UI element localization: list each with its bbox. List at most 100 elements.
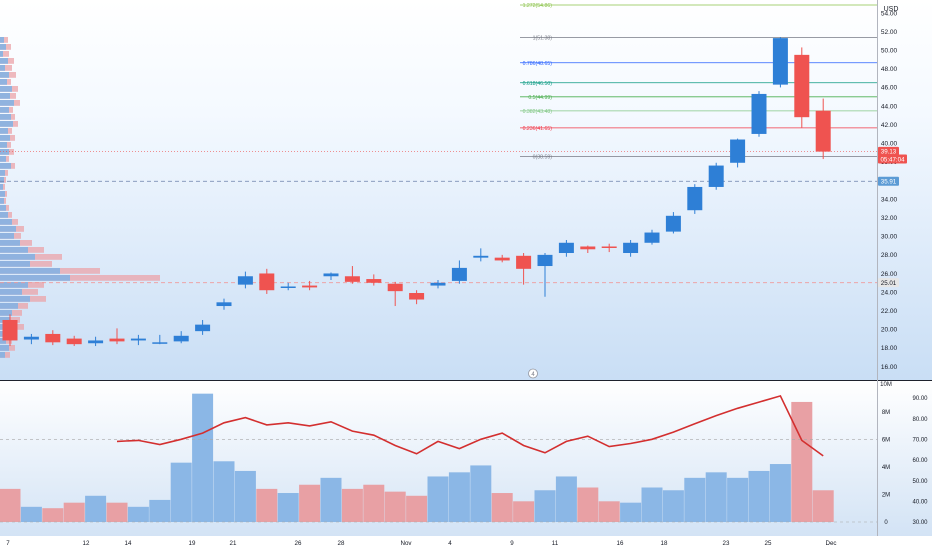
- rsi-tick-label: 70.00: [912, 438, 928, 444]
- volume-profile-row-buy: [0, 163, 11, 169]
- price-pane-background: [0, 0, 932, 380]
- volume-profile-row-sell: [0, 51, 9, 57]
- time-tick-label: 7: [6, 540, 10, 547]
- price-tick-label: 24.00: [881, 289, 898, 296]
- volume-profile-row-buy: [0, 37, 4, 43]
- time-tick-label: Dec: [825, 540, 836, 547]
- price-tick-label: 16.00: [881, 364, 898, 371]
- candle-body: [644, 232, 660, 243]
- volume-profile-row-buy: [0, 198, 4, 204]
- volume-profile-row-buy: [0, 226, 16, 232]
- price-tick-label: 54.00: [881, 10, 898, 17]
- pane-marker[interactable]: 4: [528, 368, 538, 379]
- volume-bar: [812, 490, 834, 522]
- candle-body: [66, 338, 82, 345]
- volume-axis[interactable]: 10M 8M 6M 4M 2M 0: [880, 382, 892, 526]
- volume-profile-row-buy: [0, 156, 6, 162]
- volume-profile-row-buy: [0, 184, 3, 190]
- rsi-axis[interactable]: 90.00 80.00 70.00 60.00 50.00 40.00 30.00: [912, 396, 928, 526]
- volume-bar: [791, 401, 813, 522]
- volume-bar: [598, 501, 620, 522]
- fib-level-label: 0.5(44.99): [528, 95, 552, 101]
- volume-profile-row-buy: [0, 191, 5, 197]
- candle-body: [473, 255, 489, 258]
- volume-profile-row-buy: [0, 275, 70, 281]
- volume-bar: [406, 495, 428, 522]
- volume-profile-row-buy: [0, 65, 5, 71]
- volume-bar: [0, 488, 21, 522]
- candle-body: [195, 324, 211, 332]
- time-tick-label: 11: [552, 540, 559, 547]
- pane-marker-circle[interactable]: [528, 368, 538, 379]
- volume-bar: [555, 476, 577, 522]
- volume-bar: [127, 506, 149, 522]
- time-tick-label: 4: [448, 540, 452, 547]
- volume-bar: [384, 491, 406, 522]
- time-tick-label: 21: [230, 540, 237, 547]
- candle-body: [815, 110, 831, 152]
- price-tick-label: 26.00: [881, 271, 898, 278]
- candle-body: [2, 319, 18, 341]
- price-tick-label: 52.00: [881, 29, 898, 36]
- fib-level-label: 0.786(48.65): [523, 61, 553, 67]
- price-tick-label: 20.00: [881, 327, 898, 334]
- volume-bar: [705, 472, 727, 522]
- candle-body: [558, 242, 574, 254]
- candle-body: [45, 333, 61, 343]
- volume-bar: [170, 462, 192, 522]
- time-tick-label: 26: [295, 540, 302, 547]
- volume-profile-row-buy: [0, 177, 4, 183]
- candle-body: [109, 338, 125, 342]
- price-tick-label: 30.00: [881, 234, 898, 241]
- price-label-text: 05:47:04: [880, 156, 905, 163]
- rsi-tick-label: 30.00: [912, 520, 928, 526]
- price-tick-label: 28.00: [881, 252, 898, 259]
- currency-label: USD: [884, 6, 899, 13]
- price-tick-label: 44.00: [881, 103, 898, 110]
- volume-bar: [192, 393, 214, 522]
- time-tick-label: 25: [765, 540, 772, 547]
- volume-profile-row-buy: [0, 135, 10, 141]
- volume-bar: [234, 470, 256, 522]
- volume-profile-row-buy: [0, 303, 18, 309]
- volume-profile-row-buy: [0, 128, 8, 134]
- candle-body: [751, 93, 767, 134]
- rsi-tick-label: 80.00: [912, 417, 928, 423]
- volume-bar: [320, 477, 342, 522]
- candle-body: [730, 139, 746, 163]
- volume-profile-row-buy: [0, 170, 5, 176]
- volume-profile-row-buy: [0, 352, 5, 358]
- fib-level-label: 0.382(43.48): [523, 109, 553, 115]
- volume-tick-label: 6M: [882, 437, 890, 443]
- price-tick-label: 46.00: [881, 85, 898, 92]
- fibonacci-retracement[interactable]: 0(38.59) 0.236(41.65) 0.382(43.48) 0.5(44.9…: [520, 3, 877, 161]
- fib-level-label: 0.236(41.65): [523, 126, 553, 132]
- candle-body: [130, 338, 146, 341]
- volume-profile-row-buy: [0, 79, 7, 85]
- price-label-box: [878, 278, 899, 288]
- time-tick-label: 19: [189, 540, 196, 547]
- volume-bar: [42, 508, 64, 522]
- time-tick-label: Nov: [400, 540, 412, 547]
- candle-body: [216, 302, 232, 307]
- volume-profile-row-buy: [0, 247, 28, 253]
- candle-body: [323, 273, 339, 277]
- volume-profile-row-buy: [0, 149, 9, 155]
- time-axis[interactable]: 7 12 14 19 21 26 28 Nov 4 9 11 16 18 23 25 Dec: [6, 540, 836, 547]
- candle-body: [280, 286, 296, 288]
- volume-bar: [363, 484, 385, 522]
- volume-profile-row-buy: [0, 44, 6, 50]
- price-tick-label: 34.00: [881, 196, 898, 203]
- volume-bar: [513, 501, 535, 522]
- volume-tick-label: 2M: [882, 493, 890, 499]
- volume-profile-row-buy: [0, 86, 12, 92]
- candle-body: [537, 254, 553, 267]
- candle-body: [152, 342, 168, 344]
- time-tick-label: 16: [617, 540, 624, 547]
- candle-body: [259, 273, 275, 291]
- fib-level-label: 1(51.38): [533, 36, 553, 42]
- volume-profile-row-buy: [0, 338, 6, 344]
- volume-bar: [20, 506, 42, 522]
